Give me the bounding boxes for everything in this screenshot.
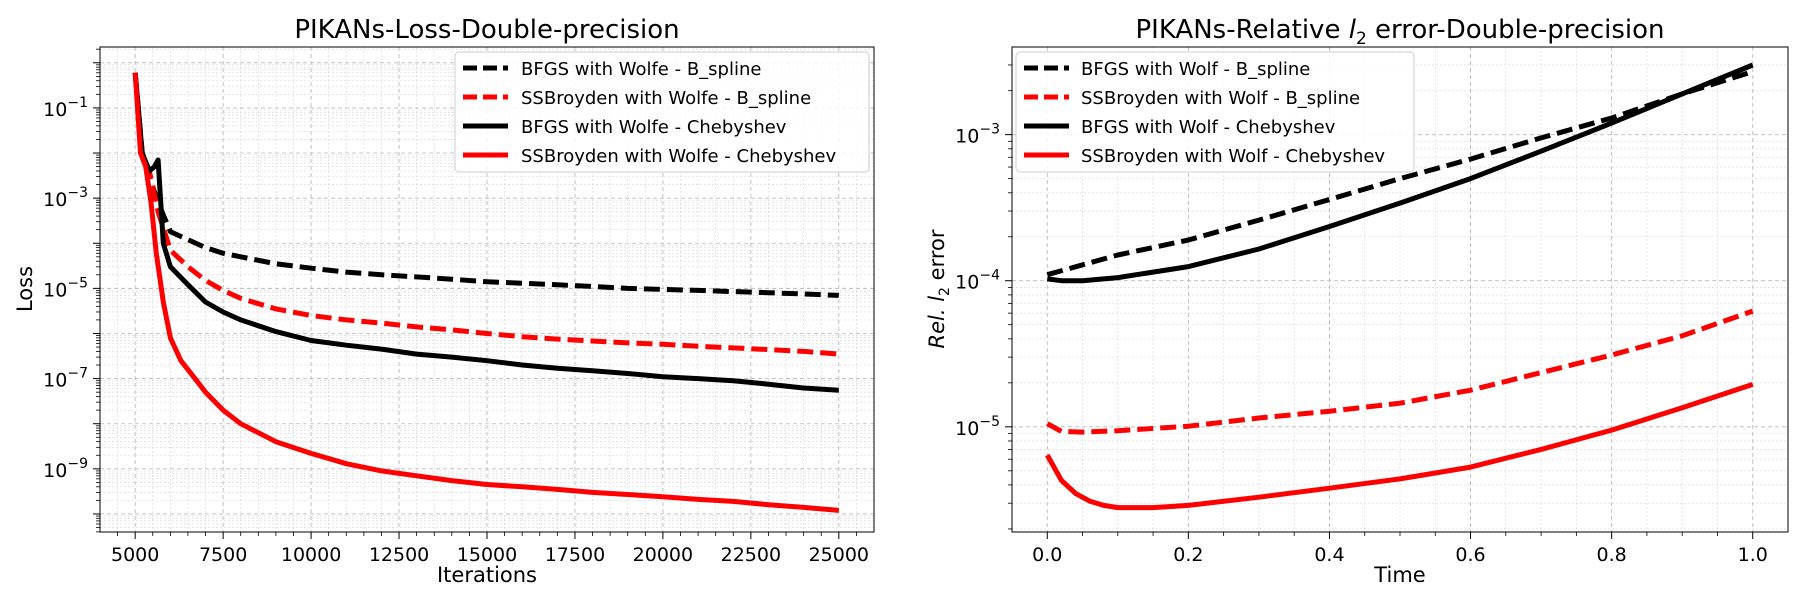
loss-x-tick-label: 12500	[369, 544, 429, 566]
loss-x-tick-label: 15000	[457, 544, 517, 566]
loss-chart: 5000 7500 10000 12500 15000 17500 20000 22500 25…	[13, 15, 875, 587]
error-ylabel-sub: 2	[937, 287, 953, 296]
loss-ticks: 5000 7500 10000 12500 15000 17500 20000 22500 25…	[43, 48, 869, 566]
error-series	[1045, 62, 1754, 511]
error-x-tick-label: 0.8	[1597, 544, 1627, 566]
loss-x-tick-label: 20000	[633, 544, 693, 566]
error-legend-item: SSBroyden with Wolf - Chebyshev	[1024, 146, 1385, 167]
loss-x-tick-label: 17500	[545, 544, 605, 566]
loss-series-line	[132, 72, 839, 393]
error-ylabel-rel: Rel.	[925, 308, 949, 348]
error-series-line	[1046, 308, 1754, 435]
error-legend-label: BFGS with Wolf - Chebyshev	[1081, 117, 1336, 138]
loss-legend: BFGS with Wolfe - B_spline SSBroyden wit…	[454, 51, 870, 173]
error-legend-box	[1015, 51, 1415, 173]
loss-y-tick-label: 10−5	[43, 275, 88, 301]
error-legend-item: BFGS with Wolf - Chebyshev	[1024, 117, 1336, 138]
error-ylabel-tail: error	[925, 229, 949, 287]
error-legend-item: BFGS with Wolf - B_spline	[1024, 59, 1310, 80]
error-series-line	[1045, 382, 1754, 511]
error-title-suffix: error-Double-precision	[1367, 15, 1665, 45]
loss-legend-label: BFGS with Wolfe - Chebyshev	[521, 117, 787, 138]
error-series-line	[1046, 62, 1754, 284]
loss-legend-item: SSBroyden with Wolfe - Chebyshev	[463, 146, 837, 167]
loss-y-tick-label: 10−3	[43, 185, 88, 211]
loss-legend-box	[454, 51, 870, 173]
loss-y-tick-label: 10−7	[43, 366, 88, 392]
loss-legend-label: BFGS with Wolfe - B_spline	[521, 59, 761, 80]
loss-x-tick-label: 22500	[721, 544, 781, 566]
error-y-tick-label: 10−3	[955, 122, 1000, 148]
loss-x-tick-label: 10000	[281, 544, 341, 566]
loss-x-tick-label: 7500	[199, 544, 247, 566]
error-title-var: l	[1349, 15, 1357, 45]
loss-series-line	[132, 72, 840, 513]
error-legend: BFGS with Wolf - B_spline SSBroyden with…	[1015, 51, 1415, 173]
error-ylabel-var: l	[925, 296, 949, 302]
error-title-sub: 2	[1356, 29, 1367, 49]
error-chart-title: PIKANs-Relative l2 error-Double-precisio…	[1135, 15, 1664, 49]
error-x-tick-label: 0.6	[1455, 544, 1485, 566]
loss-x-tick-label: 5000	[111, 544, 159, 566]
error-title-prefix: PIKANs-Relative	[1135, 15, 1348, 45]
loss-series-line	[132, 72, 839, 298]
error-y-tick-label: 10−5	[955, 414, 1000, 440]
loss-y-tick-label: 10−9	[43, 456, 88, 482]
error-x-tick-label: 0.0	[1032, 544, 1062, 566]
error-legend-item: SSBroyden with Wolf - B_spline	[1024, 88, 1360, 109]
loss-series	[132, 72, 840, 513]
loss-legend-item: BFGS with Wolfe - B_spline	[463, 59, 761, 80]
error-legend-label: SSBroyden with Wolf - B_spline	[1081, 88, 1360, 109]
loss-x-tick-label: 25000	[809, 544, 869, 566]
error-x-tick-label: 0.4	[1314, 544, 1344, 566]
loss-legend-item: SSBroyden with Wolfe - B_spline	[463, 88, 811, 109]
error-chart: 0.0 0.2 0.4 0.6 0.8 1.0 10−3 10−4 10−5 PIKANs-Re…	[925, 15, 1789, 587]
loss-legend-label: SSBroyden with Wolfe - Chebyshev	[521, 146, 837, 167]
loss-legend-label: SSBroyden with Wolfe - B_spline	[521, 88, 811, 109]
error-x-tick-label: 1.0	[1738, 544, 1768, 566]
loss-legend-item: BFGS with Wolfe - Chebyshev	[463, 117, 787, 138]
error-x-tick-label: 0.2	[1173, 544, 1203, 566]
loss-y-tick-label: 10−1	[43, 95, 88, 121]
error-x-axis-label: Time	[1373, 563, 1425, 587]
error-series-line	[1046, 69, 1754, 278]
loss-grid	[100, 47, 874, 533]
error-ticks: 0.0 0.2 0.4 0.6 0.8 1.0 10−3 10−4 10−5	[955, 64, 1768, 566]
error-y-tick-label: 10−4	[955, 268, 1000, 294]
error-legend-label: BFGS with Wolf - B_spline	[1081, 59, 1310, 80]
loss-x-axis-label: Iterations	[437, 563, 537, 587]
loss-y-axis-label: Loss	[13, 266, 37, 312]
error-legend-label: SSBroyden with Wolf - Chebyshev	[1081, 146, 1385, 167]
error-y-axis-label: Rel. l2 error	[925, 229, 953, 348]
loss-series-line	[132, 72, 839, 357]
loss-chart-title: PIKANs-Loss-Double-precision	[294, 15, 679, 45]
